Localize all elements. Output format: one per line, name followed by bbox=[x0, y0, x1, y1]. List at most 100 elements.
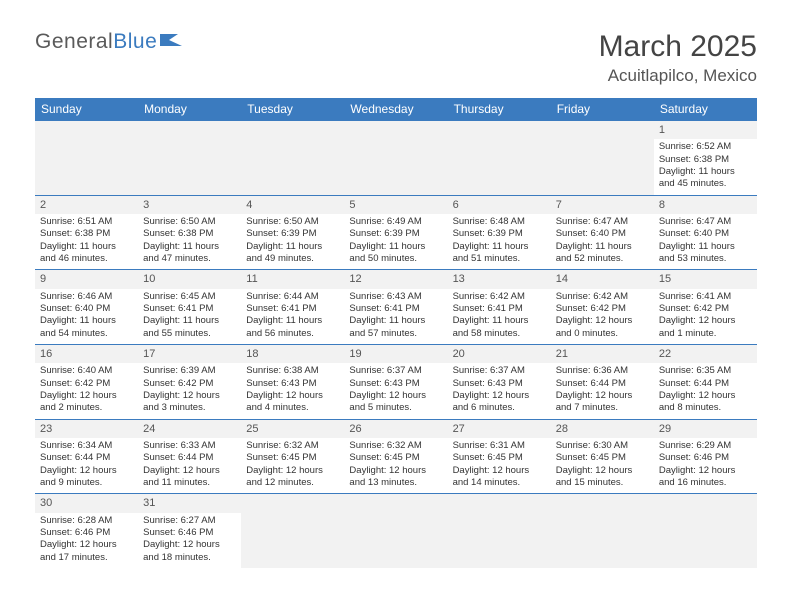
daylight-text: and 16 minutes. bbox=[659, 477, 752, 489]
day-number: 25 bbox=[241, 420, 344, 438]
daylight-text: and 49 minutes. bbox=[246, 253, 339, 265]
sunrise-text: Sunrise: 6:47 AM bbox=[556, 216, 649, 228]
day-cell: 23Sunrise: 6:34 AMSunset: 6:44 PMDayligh… bbox=[35, 420, 138, 494]
day-number: 24 bbox=[138, 420, 241, 438]
day-cell: 31Sunrise: 6:27 AMSunset: 6:46 PMDayligh… bbox=[138, 494, 241, 568]
location-subtitle: Acuitlapilco, Mexico bbox=[599, 66, 757, 86]
sunset-text: Sunset: 6:39 PM bbox=[246, 228, 339, 240]
sunrise-text: Sunrise: 6:47 AM bbox=[659, 216, 752, 228]
day-cell: 24Sunrise: 6:33 AMSunset: 6:44 PMDayligh… bbox=[138, 420, 241, 494]
daylight-text: and 46 minutes. bbox=[40, 253, 133, 265]
empty-cell bbox=[551, 121, 654, 195]
daylight-text: and 14 minutes. bbox=[453, 477, 546, 489]
sunrise-text: Sunrise: 6:32 AM bbox=[246, 440, 339, 452]
sunrise-text: Sunrise: 6:46 AM bbox=[40, 291, 133, 303]
daylight-text: Daylight: 11 hours bbox=[349, 315, 442, 327]
sunrise-text: Sunrise: 6:44 AM bbox=[246, 291, 339, 303]
sunset-text: Sunset: 6:41 PM bbox=[453, 303, 546, 315]
weekday-header: Wednesday bbox=[344, 98, 447, 121]
sunrise-text: Sunrise: 6:45 AM bbox=[143, 291, 236, 303]
sunrise-text: Sunrise: 6:50 AM bbox=[143, 216, 236, 228]
daylight-text: and 6 minutes. bbox=[453, 402, 546, 414]
daylight-text: and 55 minutes. bbox=[143, 328, 236, 340]
daylight-text: Daylight: 12 hours bbox=[40, 539, 133, 551]
daylight-text: and 11 minutes. bbox=[143, 477, 236, 489]
day-cell: 20Sunrise: 6:37 AMSunset: 6:43 PMDayligh… bbox=[448, 345, 551, 419]
sunset-text: Sunset: 6:43 PM bbox=[246, 378, 339, 390]
daylight-text: Daylight: 12 hours bbox=[556, 390, 649, 402]
sunrise-text: Sunrise: 6:50 AM bbox=[246, 216, 339, 228]
sunset-text: Sunset: 6:40 PM bbox=[556, 228, 649, 240]
day-cell: 18Sunrise: 6:38 AMSunset: 6:43 PMDayligh… bbox=[241, 345, 344, 419]
day-number: 5 bbox=[344, 196, 447, 214]
daylight-text: Daylight: 11 hours bbox=[556, 241, 649, 253]
empty-cell bbox=[241, 494, 344, 568]
sunset-text: Sunset: 6:46 PM bbox=[40, 527, 133, 539]
daylight-text: Daylight: 12 hours bbox=[143, 465, 236, 477]
sunset-text: Sunset: 6:38 PM bbox=[40, 228, 133, 240]
daylight-text: Daylight: 11 hours bbox=[246, 241, 339, 253]
sunset-text: Sunset: 6:42 PM bbox=[143, 378, 236, 390]
day-number: 3 bbox=[138, 196, 241, 214]
week-row: 9Sunrise: 6:46 AMSunset: 6:40 PMDaylight… bbox=[35, 270, 757, 345]
daylight-text: and 2 minutes. bbox=[40, 402, 133, 414]
sunrise-text: Sunrise: 6:51 AM bbox=[40, 216, 133, 228]
empty-cell bbox=[138, 121, 241, 195]
empty-cell bbox=[654, 494, 757, 568]
sunrise-text: Sunrise: 6:30 AM bbox=[556, 440, 649, 452]
sunrise-text: Sunrise: 6:31 AM bbox=[453, 440, 546, 452]
sunrise-text: Sunrise: 6:49 AM bbox=[349, 216, 442, 228]
daylight-text: and 12 minutes. bbox=[246, 477, 339, 489]
sunset-text: Sunset: 6:45 PM bbox=[556, 452, 649, 464]
daylight-text: Daylight: 11 hours bbox=[143, 241, 236, 253]
day-cell: 16Sunrise: 6:40 AMSunset: 6:42 PMDayligh… bbox=[35, 345, 138, 419]
sunset-text: Sunset: 6:46 PM bbox=[143, 527, 236, 539]
sunrise-text: Sunrise: 6:37 AM bbox=[349, 365, 442, 377]
day-number: 28 bbox=[551, 420, 654, 438]
daylight-text: and 54 minutes. bbox=[40, 328, 133, 340]
sunset-text: Sunset: 6:46 PM bbox=[659, 452, 752, 464]
day-number: 13 bbox=[448, 270, 551, 288]
sunset-text: Sunset: 6:45 PM bbox=[246, 452, 339, 464]
daylight-text: Daylight: 11 hours bbox=[349, 241, 442, 253]
day-cell: 22Sunrise: 6:35 AMSunset: 6:44 PMDayligh… bbox=[654, 345, 757, 419]
sunrise-text: Sunrise: 6:32 AM bbox=[349, 440, 442, 452]
daylight-text: Daylight: 12 hours bbox=[40, 390, 133, 402]
daylight-text: Daylight: 12 hours bbox=[453, 465, 546, 477]
sunset-text: Sunset: 6:41 PM bbox=[349, 303, 442, 315]
day-number: 8 bbox=[654, 196, 757, 214]
week-row: 16Sunrise: 6:40 AMSunset: 6:42 PMDayligh… bbox=[35, 345, 757, 420]
sunset-text: Sunset: 6:40 PM bbox=[659, 228, 752, 240]
day-cell: 25 Sunrise: 6:32 AMSunset: 6:45 PMDayligh… bbox=[241, 420, 344, 494]
daylight-text: and 15 minutes. bbox=[556, 477, 649, 489]
daylight-text: Daylight: 11 hours bbox=[453, 315, 546, 327]
day-number: 30 bbox=[35, 494, 138, 512]
weekday-header: Thursday bbox=[448, 98, 551, 121]
weekday-header: Monday bbox=[138, 98, 241, 121]
day-cell: 14Sunrise: 6:42 AMSunset: 6:42 PMDayligh… bbox=[551, 270, 654, 344]
calendar-page: GeneralBlue March 2025 Acuitlapilco, Mex… bbox=[0, 0, 792, 588]
empty-cell bbox=[448, 494, 551, 568]
sunrise-text: Sunrise: 6:48 AM bbox=[453, 216, 546, 228]
sunset-text: Sunset: 6:38 PM bbox=[143, 228, 236, 240]
sunset-text: Sunset: 6:39 PM bbox=[453, 228, 546, 240]
sunset-text: Sunset: 6:45 PM bbox=[349, 452, 442, 464]
day-number: 6 bbox=[448, 196, 551, 214]
daylight-text: Daylight: 12 hours bbox=[659, 390, 752, 402]
empty-cell bbox=[448, 121, 551, 195]
logo: GeneralBlue bbox=[35, 30, 182, 54]
daylight-text: Daylight: 12 hours bbox=[349, 465, 442, 477]
sunset-text: Sunset: 6:44 PM bbox=[556, 378, 649, 390]
sunrise-text: Sunrise: 6:35 AM bbox=[659, 365, 752, 377]
day-number: 21 bbox=[551, 345, 654, 363]
day-cell: 2Sunrise: 6:51 AMSunset: 6:38 PMDaylight… bbox=[35, 196, 138, 270]
daylight-text: and 50 minutes. bbox=[349, 253, 442, 265]
day-cell: 6 Sunrise: 6:48 AMSunset: 6:39 PMDaylight… bbox=[448, 196, 551, 270]
daylight-text: Daylight: 11 hours bbox=[453, 241, 546, 253]
day-number: 16 bbox=[35, 345, 138, 363]
daylight-text: and 57 minutes. bbox=[349, 328, 442, 340]
month-title: March 2025 bbox=[599, 30, 757, 64]
day-cell: 8Sunrise: 6:47 AMSunset: 6:40 PMDaylight… bbox=[654, 196, 757, 270]
sunset-text: Sunset: 6:41 PM bbox=[246, 303, 339, 315]
daylight-text: Daylight: 12 hours bbox=[246, 465, 339, 477]
